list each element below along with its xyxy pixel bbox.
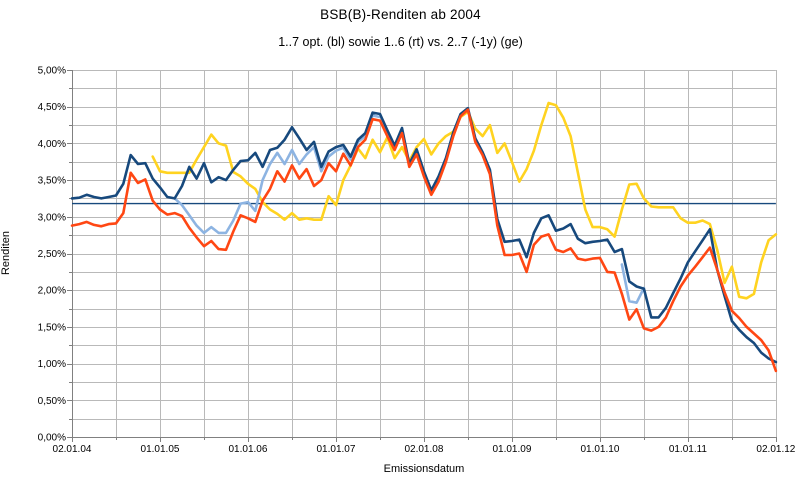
x-tick-label: 01.01.06 <box>229 444 268 455</box>
y-tick-label: 3,00% <box>38 212 66 223</box>
gridlines <box>72 70 777 438</box>
y-tick-label: 5,00% <box>38 66 66 77</box>
series-line 1..6 (rt) <box>70 108 778 373</box>
y-tick-label: 1,00% <box>38 359 66 370</box>
y-axis-title: Renditen <box>0 230 12 276</box>
series-line 2..7 (-1y) (ge) <box>151 101 778 300</box>
x-tick-label: 01.01.07 <box>316 444 355 455</box>
y-tick-label: 4,00% <box>38 139 66 150</box>
x-tick-label: 01.01.05 <box>141 444 180 455</box>
y-tick-label: 2,00% <box>38 286 66 297</box>
y-tick-label: 0,50% <box>38 396 66 407</box>
y-tick-labels: 5,00% 4,50% 4,00% 3,50% 3,00% 2,50% 2,00% 1,50%… <box>38 66 66 444</box>
x-tick-label: 01.01.09 <box>492 444 531 455</box>
series-line 1..7 opt. (bl) <box>70 106 778 364</box>
x-tick-label: 02.01.12 <box>756 444 795 455</box>
y-tick-label: 2,50% <box>38 249 66 260</box>
x-tick-label: 01.01.11 <box>669 444 708 455</box>
axes <box>67 70 777 442</box>
x-tick-label: 02.01.08 <box>404 444 443 455</box>
chart-title: BSB(B)-Renditen ab 2004 <box>320 7 481 22</box>
x-tick-labels: 02.01.04 01.01.05 01.01.06 01.01.07 02.01.08… <box>53 444 796 455</box>
y-tick-label: 1,50% <box>38 322 66 333</box>
y-tick-label: 0,00% <box>38 433 66 444</box>
chart-subtitle: 1..7 opt. (bl) sowie 1..6 (rt) vs. 2..7 … <box>278 35 523 49</box>
y-tick-label: 3,50% <box>38 176 66 187</box>
y-tick-label: 4,50% <box>38 102 66 113</box>
series-line (hellblau) <box>173 114 646 304</box>
x-axis-title: Emissionsdatum <box>383 463 465 475</box>
x-tick-label: 01.01.10 <box>580 444 619 455</box>
x-tick-label: 02.01.04 <box>53 444 92 455</box>
